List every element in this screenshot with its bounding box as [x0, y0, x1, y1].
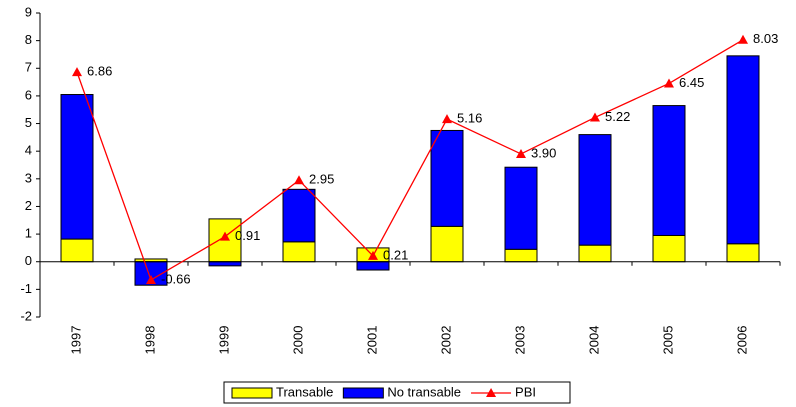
legend-swatch — [231, 387, 273, 399]
marker — [516, 148, 526, 158]
y-tick-label: 8 — [25, 32, 32, 47]
x-tick-label: 2001 — [364, 326, 379, 355]
marker — [442, 114, 452, 124]
line — [76, 39, 744, 281]
y-tick-label: 2 — [25, 198, 32, 213]
data-label: 6.45 — [679, 75, 704, 90]
legend-box — [223, 381, 571, 404]
bar — [578, 244, 612, 263]
legend-marker — [486, 388, 497, 397]
marker — [294, 175, 304, 185]
x-tick-label: 1999 — [216, 326, 231, 355]
bar — [652, 234, 686, 263]
data-label: 5.22 — [605, 109, 630, 124]
bar — [652, 105, 686, 236]
bar — [504, 166, 538, 250]
legend-label: No transable — [387, 384, 461, 399]
legend-swatch — [342, 387, 384, 399]
marker — [738, 34, 748, 44]
bar — [504, 248, 538, 263]
data-label: 0.91 — [235, 228, 260, 243]
x-tick-label: 2004 — [586, 326, 601, 355]
y-tick-label: 3 — [25, 170, 32, 185]
x-tick-label: 2006 — [734, 326, 749, 355]
marker — [72, 67, 82, 77]
x-tick-label: 2002 — [438, 326, 453, 355]
x-tick-label: 2003 — [512, 326, 527, 355]
marker — [368, 250, 378, 260]
data-label: 5.16 — [457, 111, 482, 126]
data-label: 6.86 — [87, 64, 112, 79]
y-tick-label: 6 — [25, 87, 32, 102]
bar — [60, 238, 94, 263]
legend-label: Transable — [276, 384, 333, 399]
marker — [146, 274, 156, 284]
y-tick-label: 5 — [25, 115, 32, 130]
bar — [430, 225, 464, 263]
marker — [220, 231, 230, 241]
marker — [590, 112, 600, 122]
data-label: -0.66 — [161, 271, 191, 286]
bar — [282, 188, 316, 243]
bar — [282, 241, 316, 263]
y-tick-label: -2 — [20, 308, 32, 323]
x-tick-label: 2005 — [660, 326, 675, 355]
x-tick-label: 2000 — [290, 326, 305, 355]
y-tick-label: 4 — [25, 143, 32, 158]
y-tick-label: 0 — [25, 253, 32, 268]
bar — [726, 243, 760, 263]
bar — [208, 261, 242, 267]
bar — [726, 55, 760, 245]
y-tick-label: -1 — [20, 281, 32, 296]
legend-label: PBI — [515, 384, 536, 399]
bar — [60, 94, 94, 240]
y-tick-label: 7 — [25, 60, 32, 75]
data-label: 8.03 — [753, 31, 778, 46]
bar — [578, 134, 612, 246]
x-tick-label: 1998 — [142, 326, 157, 355]
y-tick-label: 1 — [25, 226, 32, 241]
bar — [430, 129, 464, 227]
data-label: 2.95 — [309, 172, 334, 187]
data-label: 3.90 — [531, 145, 556, 160]
y-tick-label: 9 — [25, 4, 32, 19]
marker — [664, 78, 674, 88]
data-label: 0.21 — [383, 247, 408, 262]
bar — [356, 261, 390, 271]
x-tick-label: 1997 — [68, 326, 83, 355]
